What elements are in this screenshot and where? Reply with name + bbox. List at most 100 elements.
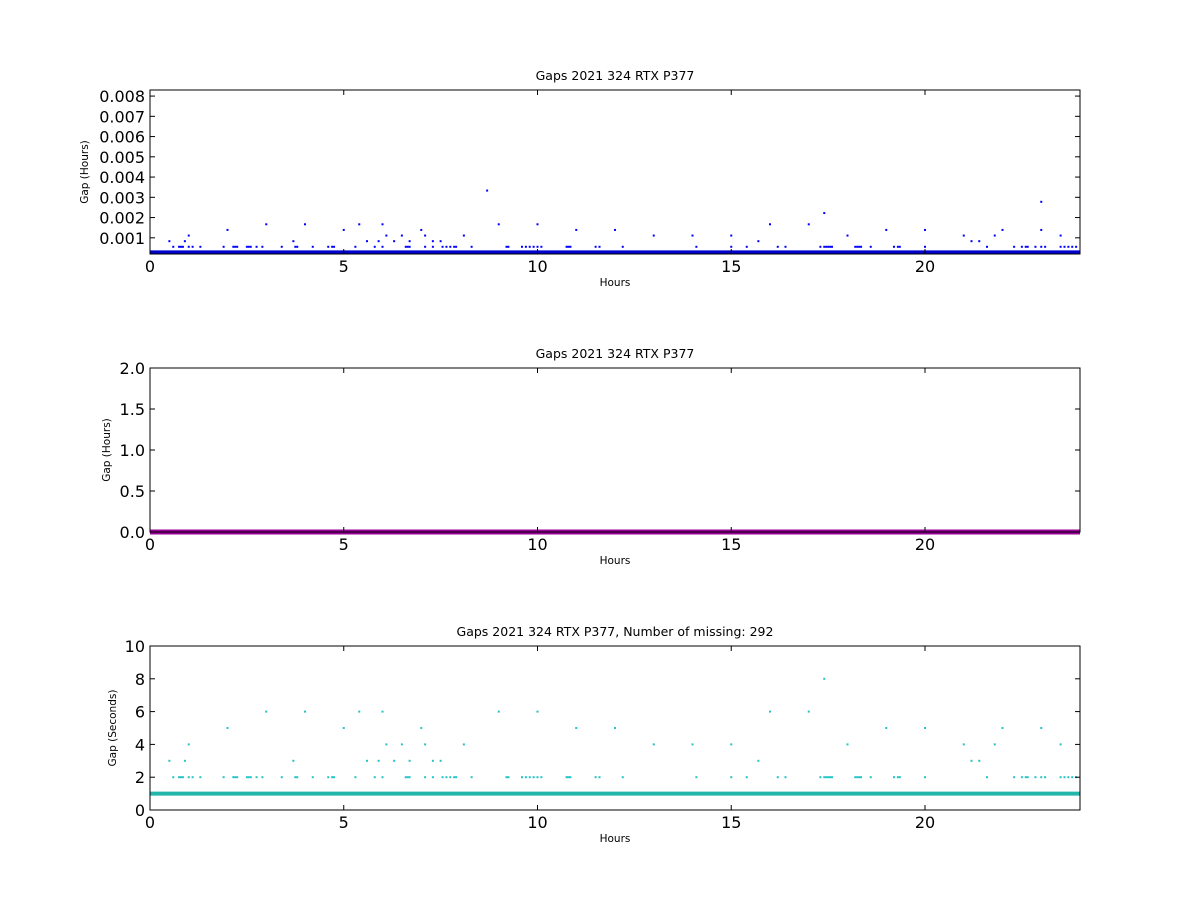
data-point [385,743,388,746]
data-point [232,776,235,779]
data-point [807,223,810,226]
data-point [893,776,895,779]
data-point [621,776,624,779]
data-point [829,776,832,779]
data-point [470,245,473,248]
data-point [304,223,306,226]
data-point [249,776,252,779]
data-point [187,776,190,779]
data-point [245,245,248,248]
data-point [327,245,330,248]
y-axis-label: Gap (Hours) [101,418,113,482]
data-point [236,245,239,248]
y-tick-label: 0.001 [99,229,145,248]
data-point [311,776,314,779]
data-point [536,710,539,713]
data-point [424,245,427,248]
data-point [819,776,822,779]
data-point [978,759,981,762]
data-point [846,234,849,237]
data-point [1013,245,1016,248]
data-point [893,245,895,248]
data-point [172,245,175,248]
data-point [381,710,384,713]
data-point [393,240,396,243]
y-tick-label: 0.002 [99,209,145,228]
data-point [178,245,181,248]
data-point [408,240,411,243]
data-point [827,776,830,779]
data-point [621,245,624,248]
data-point [455,776,458,779]
data-point [575,228,578,231]
data-point [1034,776,1037,779]
data-point [183,240,186,243]
data-point [896,776,899,779]
data-point [439,240,442,243]
data-point [825,245,828,248]
data-point [898,245,901,248]
data-point [829,245,832,248]
x-axis-label: Hours [600,833,631,845]
x-tick-label: 10 [527,535,547,554]
data-point [536,776,539,779]
data-point [569,245,572,248]
data-point [441,245,444,248]
y-tick-label: 2 [135,768,145,787]
data-point [521,245,523,248]
data-point [393,759,396,762]
data-point [183,759,186,762]
data-point [381,776,384,779]
data-point [819,245,822,248]
data-point [327,776,330,779]
data-point [178,776,181,779]
data-point [896,245,899,248]
data-point [924,776,926,779]
data-point [265,223,268,226]
data-point [404,776,407,779]
data-point [924,228,926,231]
data-point [226,228,229,231]
data-point [1059,776,1062,779]
data-point [342,228,345,231]
data-point [695,245,698,248]
data-point [180,776,182,779]
data-point [424,743,427,746]
data-point [234,245,237,248]
data-point [856,245,859,248]
data-point [333,776,336,779]
data-point [567,776,570,779]
data-point [441,776,444,779]
data-point [594,245,597,248]
data-point [449,245,452,248]
data-point [1024,245,1027,248]
data-point [962,743,965,746]
data-point [1040,776,1043,779]
data-point [507,776,510,779]
data-point [730,245,733,248]
data-point [408,245,411,248]
x-tick-label: 15 [721,535,741,554]
data-point [400,234,403,237]
data-point [236,776,239,779]
data-point [404,245,407,248]
x-tick-label: 0 [145,535,155,554]
axes-frame [149,645,1081,811]
data-point [970,759,973,762]
data-point [1040,200,1043,203]
y-tick-label: 1.5 [120,400,145,419]
y-tick-label: 0.003 [99,188,145,207]
data-point [455,245,458,248]
data-point [187,234,190,237]
data-point [296,776,299,779]
data-point [181,776,184,779]
data-point [453,245,456,248]
data-point [1026,776,1029,779]
data-point [1040,727,1043,729]
data-point [431,245,434,248]
data-point [1026,245,1029,248]
data-point [420,727,423,729]
x-tick-label: 0 [145,257,155,276]
data-point [691,234,694,237]
